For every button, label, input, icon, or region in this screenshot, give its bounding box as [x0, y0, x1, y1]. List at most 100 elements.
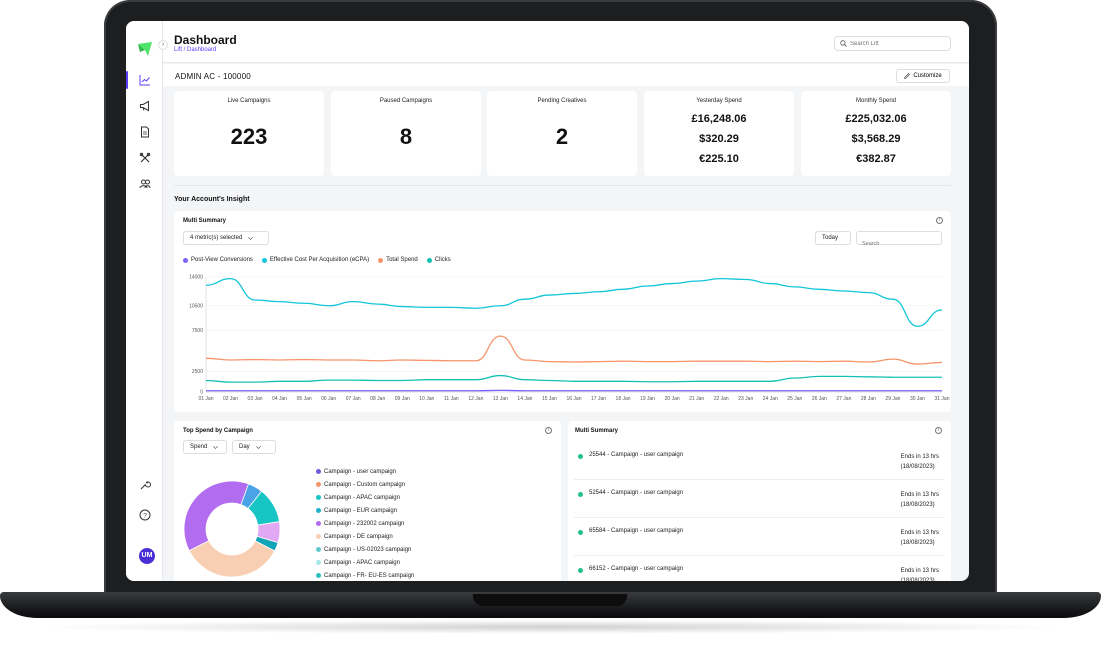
pie-legend-item[interactable]: Campaign - APAC campaign [316, 491, 414, 504]
stat-card-paused-campaigns[interactable]: Paused Campaigns 8 [331, 91, 481, 176]
sidebar: ? UM [126, 21, 163, 581]
pie-legend-item[interactable]: Campaign - user campaign [316, 465, 414, 478]
donut-slice[interactable] [188, 540, 276, 578]
stat-card-monthly-spend[interactable]: Monthly Spend £225,032.06 $3,568.29 €382… [801, 91, 951, 176]
page-header: Dashboard Lift / Dashboard [163, 21, 969, 63]
breadcrumb[interactable]: Lift / Dashboard [174, 47, 217, 53]
x-tick-label: 22 Jan [714, 396, 729, 402]
series-line[interactable] [205, 335, 943, 365]
status-dot [578, 568, 583, 573]
pie-legend-item[interactable]: Campaign - DE campaign [316, 530, 414, 543]
donut-slice[interactable] [184, 480, 249, 552]
x-tick-label: 26 Jan [812, 396, 827, 402]
summary-ends: Ends in 13 hrs (18/08/2023) [901, 452, 939, 472]
info-icon[interactable]: i [935, 427, 942, 434]
y-tick-label: 10500 [189, 303, 203, 309]
pie-legend-item[interactable]: Campaign - APAC campaign [316, 556, 414, 569]
sidebar-collapse-button[interactable]: › [158, 40, 168, 50]
y-tick-label: 14000 [189, 275, 203, 281]
legend-item[interactable]: Post-View Conversions [183, 257, 253, 263]
legend-item[interactable]: Clicks [426, 257, 451, 263]
pie-legend-label: Campaign - APAC campaign [324, 494, 400, 501]
summary-ends: Ends in 13 hrs (18/08/2023) [901, 490, 939, 510]
x-tick-label: 25 Jan [787, 396, 802, 402]
users-icon [139, 179, 151, 189]
spend-metric-select[interactable]: Spend [183, 440, 227, 454]
sidebar-item-analytics[interactable] [126, 69, 158, 91]
info-icon[interactable]: i [545, 427, 552, 434]
stat-label: Paused Campaigns [379, 98, 433, 104]
pie-legend-item[interactable]: Campaign - 232002 campaign [316, 517, 414, 530]
sidebar-item-creatives[interactable] [132, 121, 158, 143]
sidebar-item-tools[interactable] [132, 147, 158, 169]
sidebar-item-help[interactable]: ? [132, 504, 158, 526]
summary-row[interactable]: 25544 - Campaign - user campaign Ends in … [574, 443, 945, 480]
stat-usd: $3,568.29 [851, 133, 901, 145]
summary-row[interactable]: 66152 - Campaign - user campaign Ends in … [574, 557, 945, 581]
x-tick-label: 04 Jan [272, 396, 287, 402]
summary-ends: Ends in 13 hrs (18/08/2023) [901, 566, 939, 581]
pie-legend-item[interactable]: Campaign - FR- EU-ES campaign [316, 569, 414, 581]
x-tick-label: 02 Jan [223, 396, 238, 402]
chart-search-input[interactable] [862, 241, 942, 247]
legend-label: Total Spend [386, 257, 418, 263]
pie-legend-label: Campaign - Custom campaign [324, 481, 406, 488]
chart-legend: Post-View Conversions Effective Cost Per … [183, 257, 451, 263]
global-search[interactable] [834, 36, 951, 51]
pie-legend-item[interactable]: Campaign - Custom campaign [316, 478, 414, 491]
sidebar-item-settings[interactable] [132, 474, 158, 496]
ends-date: (18/08/2023) [900, 540, 935, 546]
pencil-icon [904, 73, 911, 79]
pie-legend-label: Campaign - APAC campaign [324, 559, 400, 566]
granularity-select[interactable]: Day [232, 440, 276, 454]
stat-card-yesterday-spend[interactable]: Yesterday Spend £16,248.06 $320.29 €225.… [644, 91, 794, 176]
customize-button[interactable]: Customize [896, 69, 950, 83]
x-tick-label: 08 Jan [370, 396, 385, 402]
legend-dot [316, 534, 321, 539]
panel-title: Multi Summary [183, 218, 227, 224]
legend-dot [316, 573, 321, 578]
stat-value: 223 [230, 124, 268, 149]
stat-gbp: £16,248.06 [691, 113, 747, 125]
user-avatar[interactable]: UM [139, 548, 155, 564]
legend-dot [378, 257, 384, 263]
chevron-down-icon [213, 445, 219, 449]
page-title: Dashboard [174, 33, 237, 47]
series-line[interactable] [205, 374, 942, 383]
pie-legend-label: Campaign - US-02023 campaign [324, 546, 412, 553]
global-search-input[interactable] [850, 40, 945, 47]
legend-dot [316, 560, 321, 565]
x-tick-label: 19 Jan [640, 396, 655, 402]
x-tick-label: 21 Jan [689, 396, 704, 402]
x-tick-label: 17 Jan [591, 396, 606, 402]
donut-chart [184, 480, 281, 578]
summary-campaign: 66152 - Campaign - user campaign [589, 566, 684, 572]
svg-text:?: ? [143, 513, 147, 520]
insight-section-title: Your Account's Insight [174, 196, 250, 203]
legend-item[interactable]: Total Spend [378, 257, 418, 263]
stat-card-pending-creatives[interactable]: Pending Creatives 2 [487, 91, 637, 176]
info-icon[interactable]: i [936, 217, 943, 224]
summary-row[interactable]: 52544 - Campaign - user campaign Ends in … [574, 481, 945, 518]
x-tick-label: 31 Jan [934, 396, 949, 402]
metrics-select[interactable]: 4 metric(s) selected [183, 231, 269, 245]
series-line[interactable] [205, 277, 943, 327]
legend-label: Post-View Conversions [191, 257, 253, 263]
stat-card-live-campaigns[interactable]: Live Campaigns 223 [174, 91, 324, 176]
pie-legend-label: Campaign - EUR campaign [324, 507, 398, 514]
chart-search[interactable] [856, 231, 942, 247]
sidebar-item-campaigns[interactable] [132, 95, 158, 117]
stat-eur: €225.10 [699, 153, 739, 165]
stat-gbp: £225,032.06 [845, 113, 907, 125]
period-select[interactable]: Today [815, 231, 851, 245]
x-tick-label: 16 Jan [566, 396, 581, 402]
summary-row[interactable]: 65584 - Campaign - user campaign Ends in … [574, 519, 945, 556]
app-screen: ? UM › Dashboard Lift / Dashboard ADMIN … [126, 21, 969, 581]
x-tick-label: 03 Jan [248, 396, 263, 402]
pie-legend-item[interactable]: Campaign - EUR campaign [316, 504, 414, 517]
legend-item[interactable]: Effective Cost Per Acquisition (eCPA) [261, 257, 369, 263]
pie-legend-item[interactable]: Campaign - US-02023 campaign [316, 543, 414, 556]
laptop-notch [473, 594, 627, 606]
y-tick-label: 0 [200, 390, 203, 396]
sidebar-item-users[interactable] [132, 173, 158, 195]
